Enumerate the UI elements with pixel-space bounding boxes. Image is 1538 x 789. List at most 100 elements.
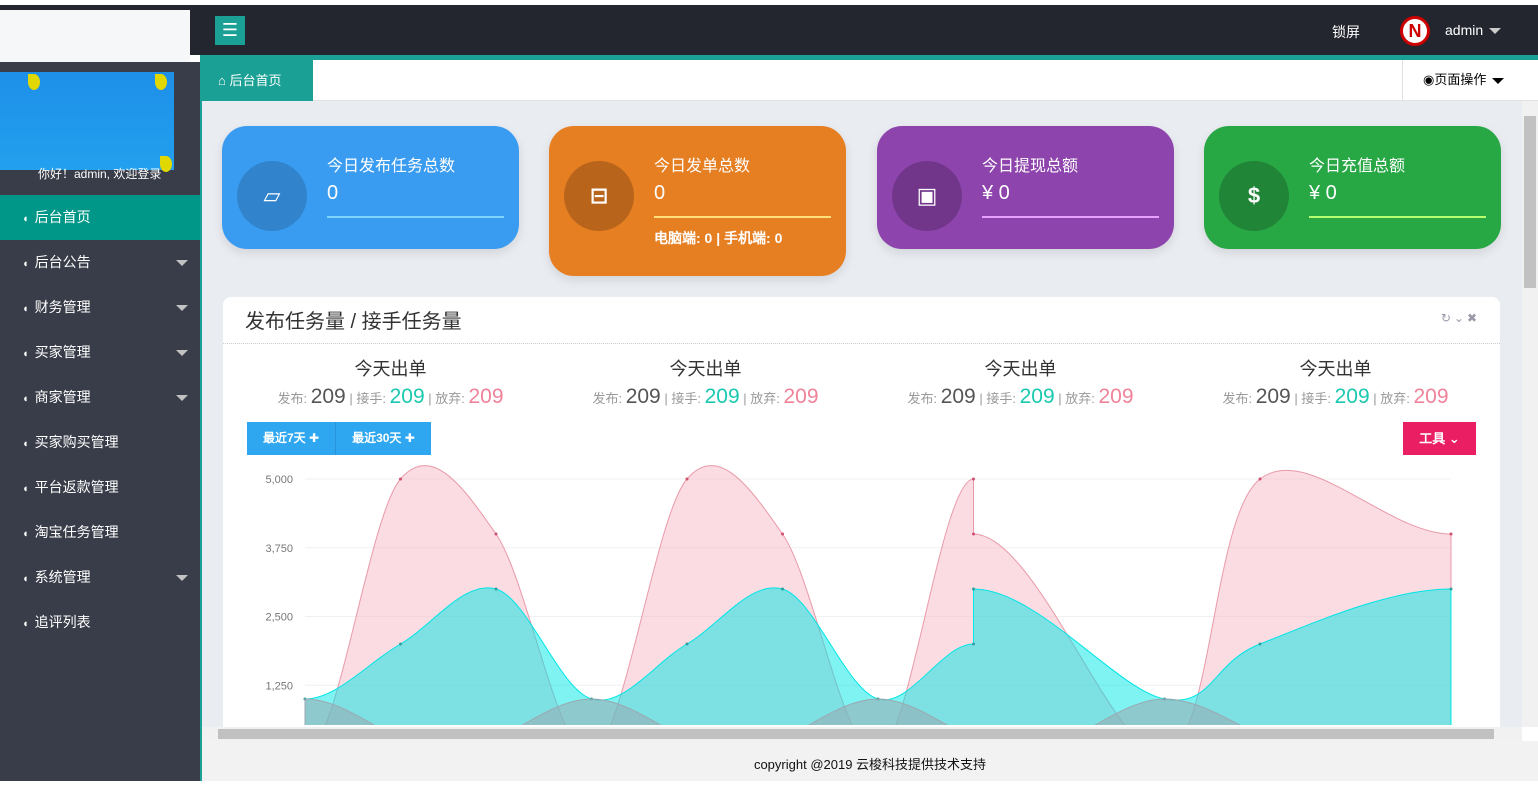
sidebar-item-label: 系统管理 xyxy=(34,569,91,585)
publish-count: 209 xyxy=(310,385,346,408)
publish-count: 209 xyxy=(625,385,661,408)
data-point[interactable] xyxy=(972,587,975,591)
caret-down-icon xyxy=(1492,77,1505,84)
last-7-days-button[interactable]: 最近7天 ✚ xyxy=(247,422,336,455)
series-area xyxy=(304,698,1241,725)
tools-button[interactable]: 工具 ⌄ xyxy=(1403,422,1476,455)
data-point[interactable] xyxy=(1258,477,1262,481)
page-ops-dropdown[interactable]: ◉页面操作 xyxy=(1402,60,1538,101)
collapse-icon[interactable]: ⌄ xyxy=(1453,311,1467,325)
stat-summary: 今天出单 发布: 209 | 接手: 209 | 放弃: 209 xyxy=(233,355,548,409)
sidebar-item[interactable]: ◖ 追评列表 xyxy=(0,600,200,645)
abandon-label: 放弃: xyxy=(750,391,780,406)
sidebar-item[interactable]: ◖ 平台返款管理 xyxy=(0,465,200,510)
close-icon[interactable]: ✖ xyxy=(1466,311,1480,325)
accent-line xyxy=(200,55,1538,60)
avatar[interactable]: N xyxy=(1400,16,1430,46)
banner-image xyxy=(0,72,174,172)
page-ops-label: 页面操作 xyxy=(1434,72,1487,87)
stat-heading: 今天出单 xyxy=(1299,359,1372,379)
data-point[interactable] xyxy=(1449,532,1453,536)
accept-count: 209 xyxy=(704,385,740,408)
sidebar-item[interactable]: ◖ 后台公告 xyxy=(0,240,200,285)
data-point[interactable] xyxy=(494,587,498,591)
tab-bar: ⌂ 后台首页 ◉页面操作 xyxy=(202,60,1538,101)
data-point[interactable] xyxy=(494,532,498,536)
stat-heading: 今天出单 xyxy=(984,359,1057,379)
main-content: ▱ 今日发布任务总数 0 ⊟ 今日发单总数 0 电脑端: 0 | 手机端: 0 ▣… xyxy=(202,101,1522,727)
username: admin xyxy=(1445,22,1484,38)
card-underline xyxy=(654,216,831,218)
panel-tools[interactable]: ↻⌄✖ xyxy=(1441,311,1480,325)
data-point[interactable] xyxy=(1449,587,1453,591)
y-tick-label: 2,500 xyxy=(265,612,293,624)
card-value: 0 xyxy=(654,182,666,204)
caret-down-icon xyxy=(176,575,188,581)
data-point[interactable] xyxy=(972,477,975,481)
sidebar: 你好！admin, 欢迎登录 ◖ 后台首页 ◖ 后台公告 ◖ 财务管理 ◖ 买家管理 ◖ 商家管理… xyxy=(0,62,200,781)
accept-count: 209 xyxy=(1019,385,1055,408)
card-title: 今日充值总额 xyxy=(1309,158,1406,175)
abandon-count: 209 xyxy=(1413,385,1449,408)
data-point[interactable] xyxy=(685,477,689,481)
sidebar-item[interactable]: ◖ 买家管理 xyxy=(0,330,200,375)
stat-card: $ 今日充值总额 ¥ 0 xyxy=(1204,126,1501,249)
sidebar-item[interactable]: ◖ 系统管理 xyxy=(0,555,200,600)
card-title: 今日发单总数 xyxy=(654,158,751,175)
publish-label: 发布: xyxy=(277,391,308,406)
card-underline xyxy=(1309,216,1486,218)
speaker-icon: ◖ xyxy=(22,303,29,315)
caret-down-icon xyxy=(176,395,188,401)
welcome-text: 你好！admin, 欢迎登录 xyxy=(38,167,162,181)
data-point[interactable] xyxy=(399,642,402,646)
data-point[interactable] xyxy=(972,532,975,536)
last-30-days-button[interactable]: 最近30天 ✚ xyxy=(335,422,431,455)
abandon-label: 放弃: xyxy=(435,391,465,406)
accept-label: 接手: xyxy=(986,391,1016,406)
user-menu[interactable]: admin xyxy=(1445,22,1502,38)
sidebar-item-label: 后台公告 xyxy=(34,254,91,270)
abandon-count: 209 xyxy=(468,385,504,408)
card-title: 今日发布任务总数 xyxy=(327,158,456,175)
briefcase-icon: ⊟ xyxy=(564,161,634,231)
stat-heading: 今天出单 xyxy=(354,359,427,379)
publish-count: 209 xyxy=(1255,385,1291,408)
horizontal-scroll-thumb[interactable] xyxy=(218,729,1494,739)
sidebar-item[interactable]: ◖ 买家购买管理 xyxy=(0,420,200,465)
leaf-decoration xyxy=(28,74,40,90)
publish-label: 发布: xyxy=(592,391,623,406)
sidebar-item-label: 财务管理 xyxy=(34,299,91,315)
refresh-icon[interactable]: ↻ xyxy=(1440,311,1454,325)
accept-label: 接手: xyxy=(671,391,701,406)
speaker-icon: ◖ xyxy=(22,573,29,585)
accept-count: 209 xyxy=(389,385,425,408)
hamburger-icon[interactable]: ☰ xyxy=(215,16,245,45)
data-point[interactable] xyxy=(1258,642,1262,646)
stat-summary: 今天出单 发布: 209 | 接手: 209 | 放弃: 209 xyxy=(1178,355,1493,409)
tab-home[interactable]: ⌂ 后台首页 xyxy=(202,60,313,101)
abandon-count: 209 xyxy=(783,385,819,408)
speaker-icon: ◖ xyxy=(22,258,29,270)
data-point[interactable] xyxy=(685,642,689,646)
accept-label: 接手: xyxy=(356,391,386,406)
footer: copyright @2019 云梭科技提供技术支持 xyxy=(202,741,1538,781)
sidebar-item-label: 商家管理 xyxy=(34,389,91,405)
data-point[interactable] xyxy=(781,587,784,591)
publish-label: 发布: xyxy=(1222,391,1253,406)
vertical-scroll-thumb[interactable] xyxy=(1524,116,1536,288)
data-point[interactable] xyxy=(972,642,975,646)
card-value: 0 xyxy=(327,182,339,204)
speaker-icon: ◖ xyxy=(22,348,29,360)
sidebar-item[interactable]: ◖ 财务管理 xyxy=(0,285,200,330)
lock-screen-button[interactable]: 锁屏 xyxy=(1332,24,1360,40)
sidebar-item[interactable]: ◖ 商家管理 xyxy=(0,375,200,420)
speaker-icon: ◖ xyxy=(22,393,29,405)
caret-down-icon xyxy=(176,260,188,266)
sidebar-item[interactable]: ◖ 淘宝任务管理 xyxy=(0,510,200,555)
data-point[interactable] xyxy=(781,532,784,536)
speaker-icon: ◖ xyxy=(22,483,29,495)
sidebar-item[interactable]: ◖ 后台首页 xyxy=(0,195,200,240)
data-point[interactable] xyxy=(399,477,402,481)
card-underline xyxy=(327,216,504,218)
speaker-icon: ◖ xyxy=(22,213,29,225)
